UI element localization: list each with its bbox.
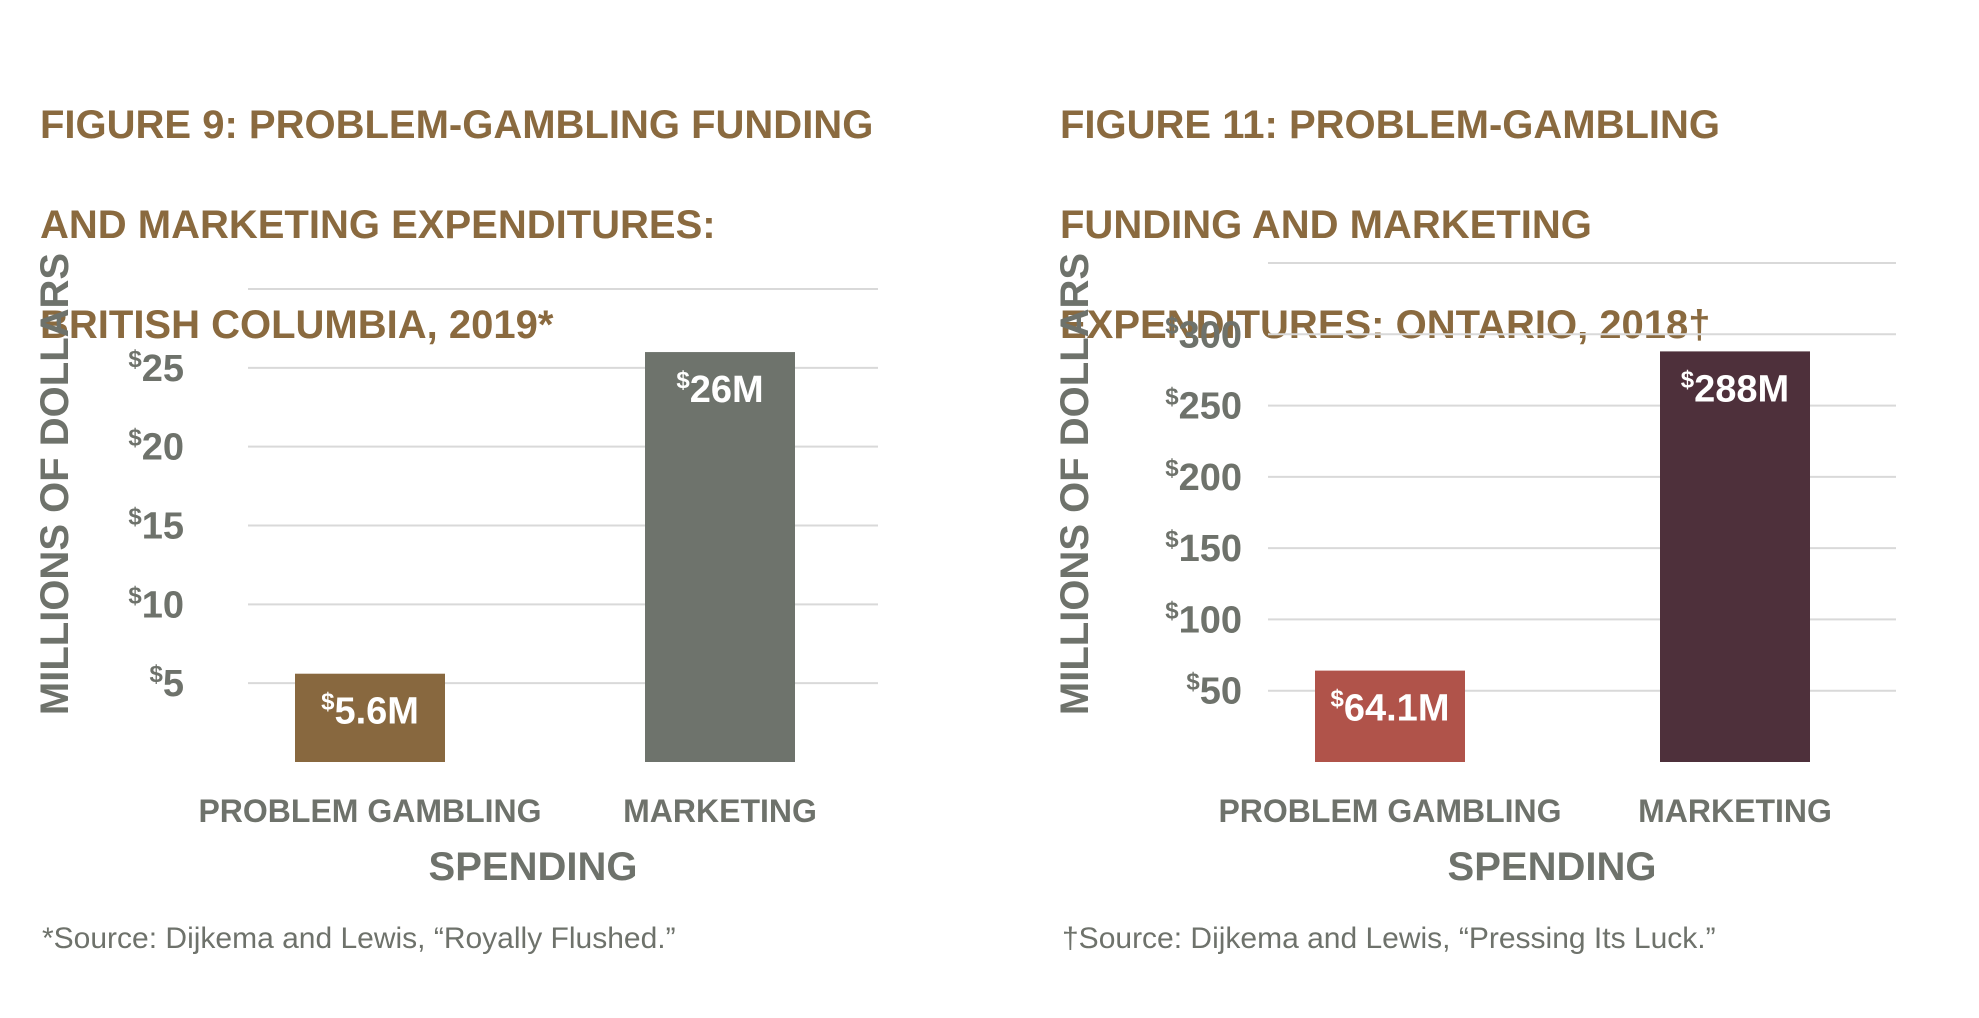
tick-prefix: $ [1165, 384, 1179, 411]
chart-title-line: FIGURE 9: PROBLEM-GAMBLING FUNDING [40, 103, 874, 147]
x-category-label: PROBLEM GAMBLING [1218, 793, 1561, 829]
tick-value: 100 [1179, 599, 1242, 641]
tick-prefix: $ [128, 504, 142, 531]
tick-value: 25 [142, 348, 184, 390]
y-tick-label: $20 [128, 425, 184, 469]
y-tick-label: $5 [150, 661, 185, 705]
tick-value: 250 [1179, 386, 1242, 428]
label-prefix: $ [1681, 366, 1695, 393]
bar [1660, 351, 1810, 762]
tick-value: 5 [163, 663, 184, 705]
figure-9-panel: FIGURE 9: PROBLEM-GAMBLING FUNDING AND M… [0, 0, 960, 1018]
tick-prefix: $ [150, 661, 164, 688]
chart-title: FIGURE 11: PROBLEM-GAMBLING FUNDING AND … [1060, 50, 1960, 350]
chart-title-line: FUNDING AND MARKETING [1060, 203, 1592, 247]
y-axis-title: MILLIONS OF DOLLARS [33, 253, 77, 715]
x-axis-title: SPENDING [429, 845, 638, 889]
chart-title-line: AND MARKETING EXPENDITURES: [40, 203, 716, 247]
tick-value: 150 [1179, 528, 1242, 570]
tick-prefix: $ [128, 346, 142, 373]
label-value: 64.1M [1344, 688, 1450, 730]
y-tick-label: $250 [1165, 384, 1242, 428]
label-prefix: $ [1331, 686, 1345, 713]
chart-title: FIGURE 9: PROBLEM-GAMBLING FUNDING AND M… [40, 50, 1000, 350]
label-prefix: $ [676, 367, 690, 394]
tick-prefix: $ [1165, 312, 1179, 339]
label-value: 5.6M [334, 691, 418, 733]
y-tick-label: $200 [1165, 455, 1242, 499]
x-axis-title: SPENDING [1448, 845, 1657, 889]
label-prefix: $ [321, 689, 335, 716]
y-tick-label: $10 [128, 582, 184, 626]
bar-data-label: $5.6M [321, 689, 419, 733]
x-category-label: MARKETING [1638, 793, 1832, 829]
chart-title-line: BRITISH COLUMBIA, 2019* [40, 303, 554, 347]
y-tick-label: $25 [128, 346, 184, 390]
x-category-label: MARKETING [623, 793, 817, 829]
tick-value: 10 [142, 584, 184, 626]
tick-value: 300 [1179, 314, 1242, 356]
source-note: †Source: Dijkema and Lewis, “Pressing It… [1062, 922, 1716, 955]
y-tick-label: $50 [1186, 669, 1242, 713]
tick-value: 15 [142, 506, 184, 548]
y-axis-title: MILLIONS OF DOLLARS [1053, 253, 1097, 715]
tick-prefix: $ [1186, 669, 1200, 696]
label-value: 288M [1694, 368, 1789, 410]
bar [1315, 670, 1465, 762]
figure-11-panel: FIGURE 11: PROBLEM-GAMBLING FUNDING AND … [1020, 0, 1979, 1018]
bar-data-label: $26M [676, 367, 763, 411]
tick-prefix: $ [1165, 597, 1179, 624]
tick-value: 50 [1200, 671, 1242, 713]
bar [645, 352, 795, 762]
tick-value: 20 [142, 427, 184, 469]
y-tick-label: $150 [1165, 526, 1242, 570]
tick-prefix: $ [128, 582, 142, 609]
tick-prefix: $ [1165, 455, 1179, 482]
y-tick-label: $15 [128, 504, 184, 548]
bar-data-label: $288M [1681, 366, 1789, 410]
y-tick-label: $100 [1165, 597, 1242, 641]
bar-data-label: $64.1M [1331, 686, 1450, 730]
bar [295, 673, 445, 762]
y-tick-label: $300 [1165, 312, 1242, 356]
source-note: *Source: Dijkema and Lewis, “Royally Flu… [42, 922, 676, 955]
label-value: 26M [690, 369, 764, 411]
tick-prefix: $ [128, 425, 142, 452]
x-category-label: PROBLEM GAMBLING [198, 793, 541, 829]
tick-value: 200 [1179, 457, 1242, 499]
chart-title-line: EXPENDITURES: ONTARIO, 2018† [1060, 303, 1711, 347]
chart-title-line: FIGURE 11: PROBLEM-GAMBLING [1060, 103, 1721, 147]
tick-prefix: $ [1165, 526, 1179, 553]
